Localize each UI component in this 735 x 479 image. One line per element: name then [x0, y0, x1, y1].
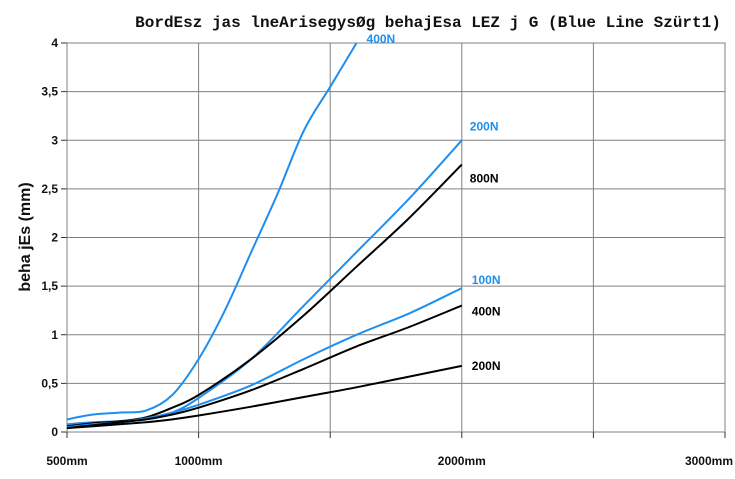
series-label-200N: 200N — [472, 359, 501, 373]
y-tick-label: 0 — [51, 425, 58, 439]
series-label-400N: 400N — [367, 32, 396, 46]
y-tick-label: 1 — [51, 328, 58, 342]
series-line-200N — [66, 139, 463, 426]
series-label-200N: 200N — [470, 119, 499, 133]
y-tick-label: 4 — [51, 36, 58, 50]
series-line-800N — [66, 163, 463, 428]
chart-grid — [61, 42, 726, 438]
chart-title: BordEsz jas lneArisegysØg behajEsa LEZ j… — [135, 14, 721, 32]
y-tick-label: 1,5 — [41, 279, 58, 293]
series-line-100N — [66, 287, 463, 429]
y-tick-label: 3 — [51, 133, 58, 147]
y-axis-ticks: 0 0,5 1 1,5 2 2,5 3 3,5 4 — [41, 36, 58, 439]
y-axis-title: beha jEs (mm) — [17, 182, 34, 291]
y-tick-label: 2,5 — [41, 182, 58, 196]
series-label-400N: 400N — [472, 305, 501, 319]
y-tick-label: 3,5 — [41, 85, 58, 99]
x-tick-label: 2000mm — [438, 454, 486, 468]
x-tick-label: 3000mm — [685, 454, 733, 468]
y-tick-label: 2 — [51, 231, 58, 245]
series-line-400N — [66, 42, 358, 421]
series-line-400N — [66, 304, 463, 430]
series-line-200N — [66, 364, 463, 430]
y-tick-label: 0,5 — [41, 376, 58, 390]
chart-series — [66, 42, 463, 430]
x-axis-ticks: 500mm 1000mm 2000mm 3000mm — [46, 454, 733, 468]
series-label-100N: 100N — [472, 273, 501, 287]
series-label-800N: 800N — [470, 172, 499, 186]
series-labels: 400N 200N 800N 100N 400N 200N — [367, 32, 501, 373]
x-tick-label: 500mm — [46, 454, 87, 468]
x-tick-label: 1000mm — [175, 454, 223, 468]
